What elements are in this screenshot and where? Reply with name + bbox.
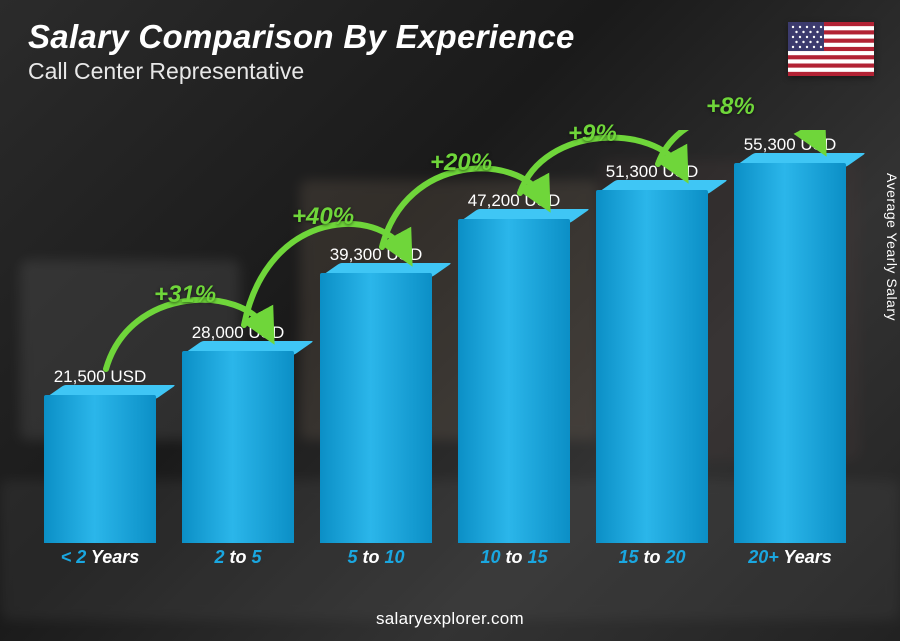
increase-percent-label: +40%: [292, 203, 354, 231]
chart-subtitle: Call Center Representative: [28, 58, 575, 85]
increase-percent-label: +9%: [568, 120, 617, 148]
chart-area: 21,500 USD28,000 USD39,300 USD47,200 USD…: [40, 130, 850, 571]
increase-percent-label: +8%: [706, 93, 755, 121]
footer-attribution: salaryexplorer.com: [0, 609, 900, 629]
increase-labels-layer: +31%+40%+20%+9%+8%: [40, 130, 850, 571]
increase-percent-label: +20%: [430, 149, 492, 177]
chart-canvas: Salary Comparison By Experience Call Cen…: [0, 0, 900, 641]
us-flag-icon: [788, 22, 874, 76]
title-block: Salary Comparison By Experience Call Cen…: [28, 18, 575, 85]
increase-percent-label: +31%: [154, 281, 216, 309]
chart-title: Salary Comparison By Experience: [28, 18, 575, 56]
y-axis-label: Average Yearly Salary: [884, 173, 900, 321]
